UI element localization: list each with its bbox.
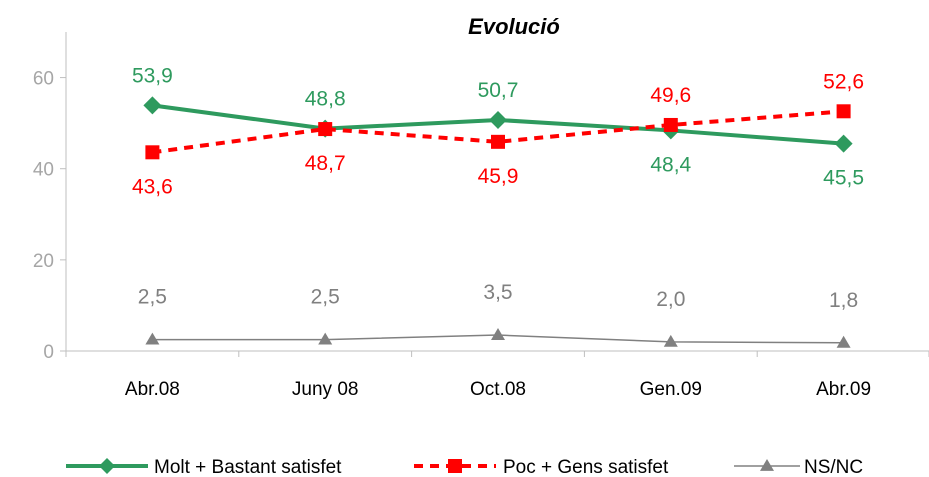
data-label: 2,0 [656,288,685,311]
marker-triangle [836,335,851,348]
y-tick-label: 0 [43,342,54,363]
marker-diamond [834,134,853,153]
marker-diamond [99,458,115,474]
data-label: 48,8 [305,88,346,111]
marker-square [491,134,505,149]
marker-square [663,117,678,132]
x-tick-label: Abr.09 [816,379,871,400]
legend-label-3: NS/NC [804,457,863,477]
x-tick-label: Abr.08 [125,379,180,400]
legend-label-1: Molt + Bastant satisfet [154,457,342,477]
legend: Molt + Bastant satisfet Poc + Gens satisf… [66,457,863,477]
series-line-2 [152,109,844,155]
data-label: 50,7 [478,79,519,102]
marker-square [836,104,851,119]
axes: 0 20 40 60 Abr.08 Juny 08 Oct.08 Gen.09 Abr.09 [33,32,929,400]
data-label: 2,5 [138,286,167,309]
marker-triangle [318,332,333,345]
chart-title: Evolució [468,14,560,39]
data-label: 1,8 [829,289,858,312]
series-labels: 53,9 48,8 50,7 48,4 45,5 43,6 48,7 45,9 49,6 52,6… [132,64,864,311]
data-label: 48,7 [305,152,346,175]
y-tick-label: 20 [33,251,54,272]
data-label: 53,9 [132,64,173,87]
data-label: 48,4 [650,153,691,176]
marker-triangle [760,459,774,471]
marker-triangle [145,332,160,345]
marker-diamond [143,96,162,115]
data-label: 45,9 [478,165,519,188]
data-label: 43,6 [132,175,173,198]
y-tick-label: 60 [33,69,54,90]
marker-square [448,459,462,473]
marker-triangle [663,334,678,347]
legend-label-2: Poc + Gens satisfet [503,457,669,477]
marker-square [318,122,333,137]
data-label: 52,6 [823,70,864,93]
data-label: 49,6 [650,84,691,107]
marker-triangle [491,328,505,340]
marker-square [145,145,160,160]
series-lines [143,96,853,348]
data-label: 3,5 [483,281,512,304]
data-label: 45,5 [823,167,864,190]
x-tick-label: Oct.08 [470,379,526,400]
x-tick-label: Gen.09 [640,379,702,400]
data-label: 2,5 [311,286,340,309]
x-tick-label: Juny 08 [292,379,359,400]
y-tick-label: 40 [33,160,54,181]
marker-diamond [489,110,507,129]
